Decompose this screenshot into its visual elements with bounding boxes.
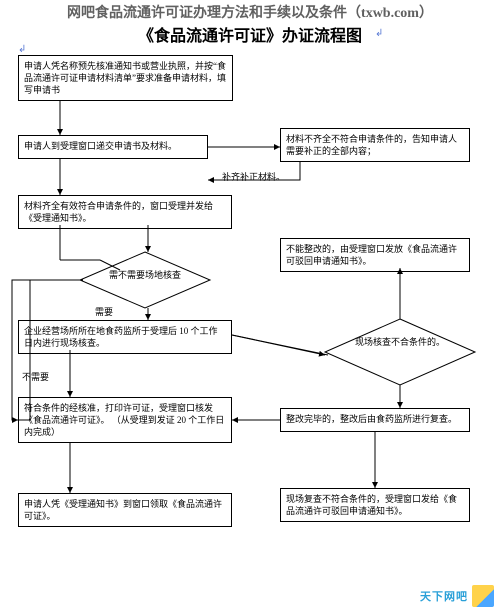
- flow-node-incomplete-notice: 材料不齐全不符合申请条件的，告知申请人需要补正的全部内容；: [280, 128, 470, 162]
- flow-node-prepare-materials: 申请人凭名称预先核准通知书或营业执照，并按“食品流通许可证申请材料清单”要求准备…: [18, 55, 233, 101]
- flow-decision-site-check: 需不需要场地核查: [75, 250, 76, 251]
- page-title: 《食品流通许可证》办证流程图: [0, 22, 500, 46]
- flow-node-rectify-recheck: 整改完毕的，整改后由食药监所进行复查。: [280, 408, 470, 432]
- watermark-text: 天下网吧: [420, 588, 468, 604]
- page-root: 网吧食品流通许可证办理方法和手续以及条件（txwb.com） 《食品流通许可证》…: [0, 0, 500, 613]
- watermark-icon: [472, 585, 494, 607]
- edge-label-needed: 需要: [95, 305, 113, 318]
- flow-decision-onsite-fail: 现场核查不合条件的。: [320, 317, 321, 318]
- decision-label: 需不需要场地核查: [95, 270, 195, 282]
- edge-label-supplement: 补齐补正材料。: [222, 170, 285, 183]
- watermark: 天下网吧: [420, 585, 494, 607]
- decision-label: 现场核查不合条件的。: [350, 337, 450, 349]
- title-highlight: 《食品流通许可证》: [138, 28, 282, 45]
- title-suffix: 办证流程图: [282, 28, 362, 45]
- flow-node-recheck-fail: 现场复查不符合条件的，受理窗口发给《食品流通许可驳回申请通知书》。: [280, 488, 470, 522]
- flow-node-onsite-check: 企业经营场所所在地食药监所于受理后 10 个工作日内进行现场核查。: [18, 320, 232, 354]
- edge-label-not-needed: 不需要: [22, 370, 49, 383]
- flow-node-cannot-rectify: 不能整改的，由受理窗口发放《食品流通许可驳回申请通知书》。: [280, 238, 470, 272]
- flow-node-submit: 申请人到受理窗口递交申请书及材料。: [18, 135, 208, 159]
- flow-node-issue-license: 符合条件的经核准，打印许可证，受理窗口核发《食品流通许可证》。 （从受理到发证 …: [18, 397, 232, 443]
- cursor-mark-icon: ↲: [18, 44, 26, 55]
- page-subtitle: 网吧食品流通许可证办理方法和手续以及条件（txwb.com）: [0, 2, 500, 22]
- flow-node-collect-license: 申请人凭《受理通知书》到窗口领取《食品流通许可证》。: [18, 493, 232, 527]
- flow-node-accepted: 材料齐全有效符合申请条件的，窗口受理并发给《受理通知书》。: [18, 195, 232, 229]
- cursor-mark-icon: ↲: [375, 28, 383, 39]
